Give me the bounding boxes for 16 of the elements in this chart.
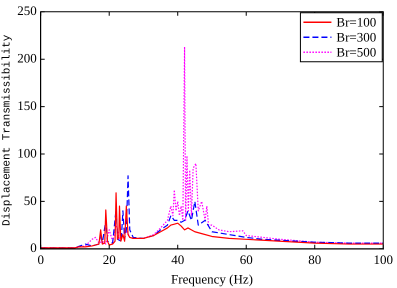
legend-label: Br=500 [336,44,376,60]
y-tick-label: 50 [24,192,37,208]
x-tick-label: 100 [374,252,393,268]
x-tick-label: 20 [102,252,116,268]
x-tick-label: 60 [240,252,253,268]
y-tick-label: 250 [17,3,37,18]
y-axis-title: Displacement Transmissibility [2,34,14,226]
y-tick-label: 200 [17,50,37,66]
legend-label: Br=100 [336,14,376,30]
x-axis-title: Frequency (Hz) [171,272,253,287]
y-tick-label: 0 [30,240,37,256]
y-tick-label: 150 [17,98,37,114]
x-tick-label: 40 [171,252,184,268]
legend-label: Br=300 [336,30,376,45]
y-tick-label: 100 [17,145,37,160]
x-tick-label: 80 [308,252,322,268]
